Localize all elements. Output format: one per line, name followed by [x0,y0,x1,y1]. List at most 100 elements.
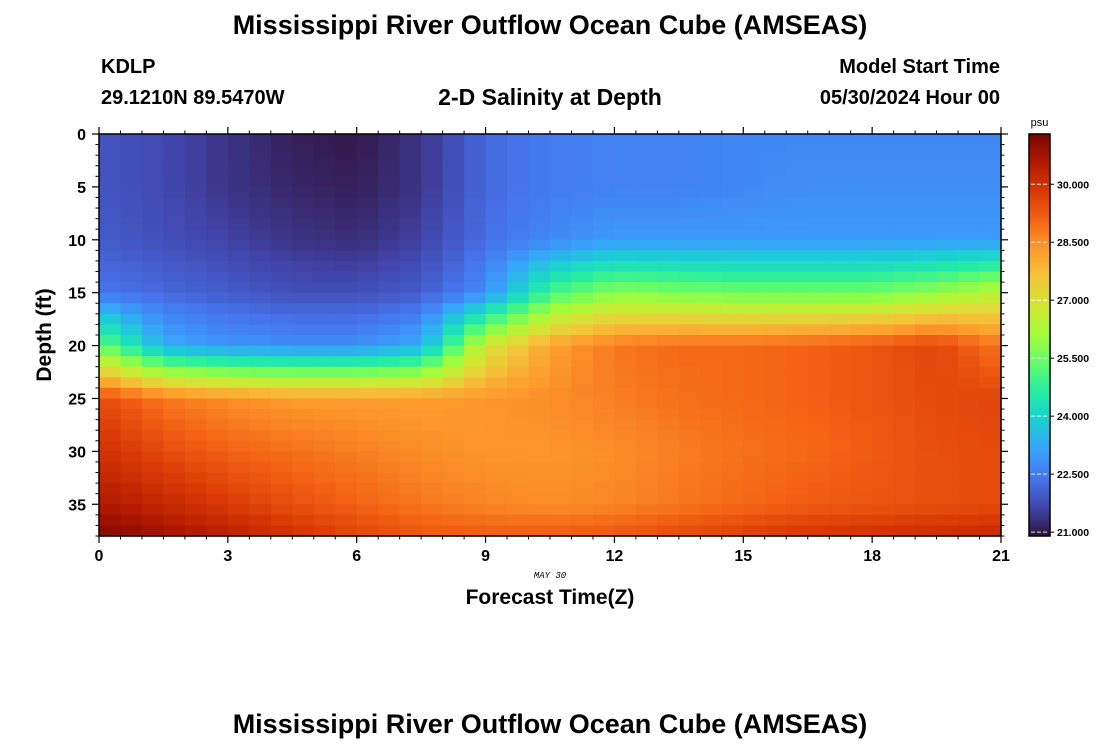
heatmap-cell [206,345,229,357]
heatmap-cell [249,335,272,347]
heatmap-cell [936,282,959,294]
heatmap-cell [958,525,981,537]
heatmap-cell [893,430,916,442]
heatmap-cell [850,282,873,294]
heatmap-cell [571,144,594,156]
heatmap-cell [893,271,916,283]
heatmap-cell [249,451,272,463]
heatmap-cell [120,345,143,357]
heatmap-cell [141,271,165,283]
heatmap-cell [292,324,315,336]
heatmap-cell [120,324,143,336]
heatmap-cell [120,398,143,410]
heatmap-cell [571,430,594,442]
heatmap-cell [786,292,809,304]
heatmap-cell [421,451,444,463]
heatmap-cell [378,409,401,421]
heatmap-cell [335,186,358,199]
heatmap-cell [249,409,272,421]
heatmap-cell [807,250,830,262]
heatmap-cell [141,250,165,262]
heatmap-cell [335,239,358,251]
heatmap-cell [464,398,487,410]
heatmap-cell [550,430,573,442]
heatmap-cell [893,398,916,410]
heatmap-cell [99,292,122,304]
heatmap-cell [249,218,272,230]
heatmap-cell [979,335,1002,347]
heatmap-cell [700,282,723,294]
heatmap-cell [592,440,616,452]
heatmap-cell [270,483,293,495]
heatmap-cell [399,451,422,463]
heatmap-cell [442,271,465,283]
heatmap-cell [270,218,293,230]
heatmap-cell [378,176,401,188]
heatmap-cell [528,229,551,241]
heatmap-cell [786,282,809,294]
heatmap-cell [163,134,186,146]
heatmap-cell [979,197,1002,209]
heatmap-cell [507,472,530,484]
heatmap-cell [764,525,787,537]
heatmap-cell [378,440,401,452]
heatmap-cell [635,292,658,304]
heatmap-cell [678,239,701,251]
heatmap-cell [292,387,315,400]
heatmap-cell [872,377,895,389]
heatmap-cell [571,387,594,400]
heatmap-cell [99,398,122,410]
heatmap-cell [893,176,916,188]
heatmap-cell [807,218,830,230]
heatmap-cell [915,208,938,220]
heatmap-cell [592,292,616,304]
heatmap-cell [979,208,1002,220]
heatmap-cell [313,324,336,336]
heatmap-cell [786,134,809,146]
heatmap-cell [399,472,422,484]
heatmap-cell [206,366,229,378]
heatmap-cell [743,514,766,527]
heatmap-cell [850,398,873,410]
heatmap-cell [528,260,551,273]
heatmap-cell [378,356,401,368]
heatmap-cell [850,239,873,251]
heatmap-cell [464,440,487,452]
heatmap-cell [163,345,186,357]
heatmap-cell [635,356,658,368]
heatmap-cell [163,313,186,326]
heatmap-cell [163,387,186,400]
heatmap-cell [764,313,787,326]
heatmap-cell [292,271,315,283]
heatmap-cell [528,165,551,177]
heatmap-cell [206,504,229,516]
heatmap-cell [206,451,229,463]
colorbar-tick-label: 28.500 [1057,237,1089,249]
heatmap-cell [807,525,830,537]
heatmap-cell [786,176,809,188]
heatmap-cell [829,461,852,474]
heatmap-cell [657,335,680,347]
heatmap-cell [550,356,573,368]
heatmap-cell [163,250,186,262]
heatmap-cell [764,461,787,474]
heatmap-cell [206,208,229,220]
heatmap-cell [958,514,981,527]
heatmap-cell [592,250,616,262]
heatmap-cell [227,324,250,336]
heatmap-cell [99,250,122,262]
heatmap-cell [270,472,293,484]
heatmap-cell [979,271,1002,283]
heatmap-cell [979,387,1002,400]
heatmap-cell [807,292,830,304]
heatmap-cell [378,197,401,209]
heatmap-cell [743,472,766,484]
heatmap-cell [184,514,207,527]
heatmap-cell [292,409,315,421]
heatmap-cell [399,493,422,505]
heatmap-cell [356,197,379,209]
heatmap-cell [485,377,508,389]
heatmap-cell [614,208,637,220]
heatmap-cell [442,440,465,452]
